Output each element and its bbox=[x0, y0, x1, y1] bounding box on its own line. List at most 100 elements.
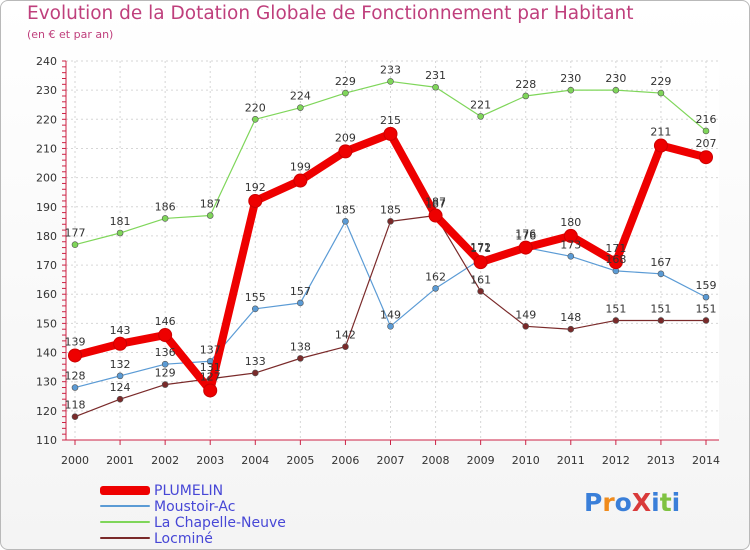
data-label-plumelin: 207 bbox=[696, 137, 717, 150]
y-tick-label: 210 bbox=[36, 142, 57, 155]
data-label-plumelin: 211 bbox=[650, 126, 671, 139]
point-moustoir-ac bbox=[161, 360, 169, 368]
x-tick-label: 2014 bbox=[692, 454, 720, 467]
legend-label-la-chapelle-neuve: La Chapelle-Neuve bbox=[154, 515, 286, 531]
legend-label-locmine: Locminé bbox=[154, 531, 213, 547]
x-tick-label: 2008 bbox=[422, 454, 450, 467]
data-label-plumelin: 209 bbox=[335, 131, 356, 144]
point-moustoir-ac bbox=[432, 285, 439, 292]
data-label-plumelin: 171 bbox=[470, 242, 491, 255]
point-plumelin bbox=[158, 328, 173, 343]
y-tick-label: 200 bbox=[36, 172, 57, 185]
y-tick-label: 190 bbox=[36, 201, 57, 214]
data-label-locmine: 131 bbox=[200, 361, 221, 374]
plot-area bbox=[66, 61, 719, 440]
point-la-chapelle-neuve bbox=[702, 127, 710, 135]
point-plumelin bbox=[113, 336, 128, 351]
point-la-chapelle-neuve bbox=[116, 229, 124, 237]
data-label-plumelin: 127 bbox=[200, 370, 221, 383]
y-tick-label: 150 bbox=[36, 317, 57, 330]
y-tick-label: 180 bbox=[36, 230, 57, 243]
x-tick-label: 2003 bbox=[196, 454, 224, 467]
data-label-la-chapelle-neuve: 187 bbox=[200, 198, 221, 211]
point-locmine bbox=[342, 343, 349, 351]
data-label-locmine: 151 bbox=[696, 302, 717, 315]
point-moustoir-ac bbox=[702, 293, 710, 301]
point-plumelin bbox=[383, 126, 398, 141]
point-plumelin bbox=[338, 144, 353, 159]
data-label-plumelin: 187 bbox=[425, 196, 446, 209]
data-label-plumelin: 215 bbox=[380, 114, 401, 127]
data-label-locmine: 142 bbox=[335, 329, 356, 342]
point-locmine bbox=[387, 218, 394, 225]
data-label-la-chapelle-neuve: 228 bbox=[515, 78, 536, 91]
data-label-la-chapelle-neuve: 181 bbox=[110, 215, 131, 228]
point-locmine bbox=[477, 288, 484, 295]
data-label-locmine: 161 bbox=[470, 273, 491, 286]
point-la-chapelle-neuve bbox=[387, 78, 394, 85]
point-plumelin bbox=[428, 208, 443, 223]
point-la-chapelle-neuve bbox=[612, 86, 620, 94]
data-label-locmine: 118 bbox=[65, 399, 86, 412]
y-tick-label: 220 bbox=[36, 113, 57, 126]
point-la-chapelle-neuve bbox=[251, 116, 259, 123]
x-tick-label: 2013 bbox=[647, 454, 675, 467]
data-label-plumelin: 180 bbox=[560, 216, 581, 229]
data-label-plumelin: 199 bbox=[290, 161, 311, 174]
point-locmine bbox=[297, 355, 304, 362]
point-plumelin bbox=[293, 173, 308, 188]
point-plumelin bbox=[608, 255, 623, 270]
data-label-moustoir-ac: 185 bbox=[335, 203, 356, 216]
legend-swatch-plumelin bbox=[100, 486, 150, 495]
y-tick-label: 170 bbox=[36, 259, 57, 272]
x-tick-label: 2010 bbox=[512, 454, 540, 467]
data-label-moustoir-ac: 162 bbox=[425, 270, 446, 283]
point-locmine bbox=[251, 369, 259, 377]
legend-label-moustoir-ac: Moustoir-Ac bbox=[154, 499, 236, 515]
point-plumelin bbox=[473, 255, 488, 270]
point-la-chapelle-neuve bbox=[342, 89, 349, 97]
data-label-moustoir-ac: 168 bbox=[605, 253, 626, 266]
y-tick-label: 230 bbox=[36, 84, 57, 97]
x-tick-label: 2000 bbox=[61, 454, 89, 467]
chart-subtitle: (en € et par an) bbox=[27, 28, 114, 41]
data-label-moustoir-ac: 176 bbox=[515, 230, 536, 243]
data-label-locmine: 148 bbox=[560, 311, 581, 324]
point-locmine bbox=[657, 317, 665, 324]
data-label-locmine: 138 bbox=[290, 340, 311, 353]
point-moustoir-ac bbox=[387, 322, 394, 330]
legend-label-plumelin: PLUMELIN bbox=[154, 483, 224, 499]
data-label-la-chapelle-neuve: 186 bbox=[155, 200, 176, 213]
x-tick-label: 2011 bbox=[557, 454, 585, 467]
point-plumelin bbox=[518, 240, 533, 255]
x-tick-label: 2005 bbox=[286, 454, 314, 467]
legend-swatch-locmine bbox=[100, 537, 150, 539]
point-la-chapelle-neuve bbox=[432, 83, 439, 91]
point-plumelin bbox=[653, 138, 668, 153]
point-locmine bbox=[567, 325, 575, 333]
point-la-chapelle-neuve bbox=[657, 89, 665, 97]
data-label-la-chapelle-neuve: 230 bbox=[560, 72, 581, 85]
point-plumelin bbox=[248, 193, 263, 208]
data-label-la-chapelle-neuve: 233 bbox=[380, 63, 401, 76]
x-tick-label: 2001 bbox=[106, 454, 134, 467]
point-locmine bbox=[702, 317, 710, 324]
x-tick-label: 2009 bbox=[467, 454, 495, 467]
data-label-plumelin: 139 bbox=[65, 335, 86, 348]
legend-swatch-la-chapelle-neuve bbox=[100, 521, 150, 523]
point-plumelin bbox=[699, 150, 713, 165]
point-locmine bbox=[612, 317, 620, 324]
data-label-locmine: 187 bbox=[425, 198, 446, 211]
data-label-locmine: 129 bbox=[155, 367, 176, 380]
point-locmine bbox=[522, 322, 530, 330]
data-label-la-chapelle-neuve: 229 bbox=[650, 75, 671, 88]
data-label-moustoir-ac: 157 bbox=[290, 285, 311, 298]
data-label-locmine: 151 bbox=[605, 302, 626, 315]
data-label-plumelin: 192 bbox=[245, 181, 266, 194]
x-tick-label: 2006 bbox=[331, 454, 359, 467]
y-tick-label: 110 bbox=[36, 434, 57, 447]
y-tick-label: 120 bbox=[36, 405, 57, 418]
point-locmine bbox=[71, 413, 79, 420]
point-la-chapelle-neuve bbox=[161, 215, 169, 222]
data-label-plumelin: 176 bbox=[515, 228, 536, 241]
